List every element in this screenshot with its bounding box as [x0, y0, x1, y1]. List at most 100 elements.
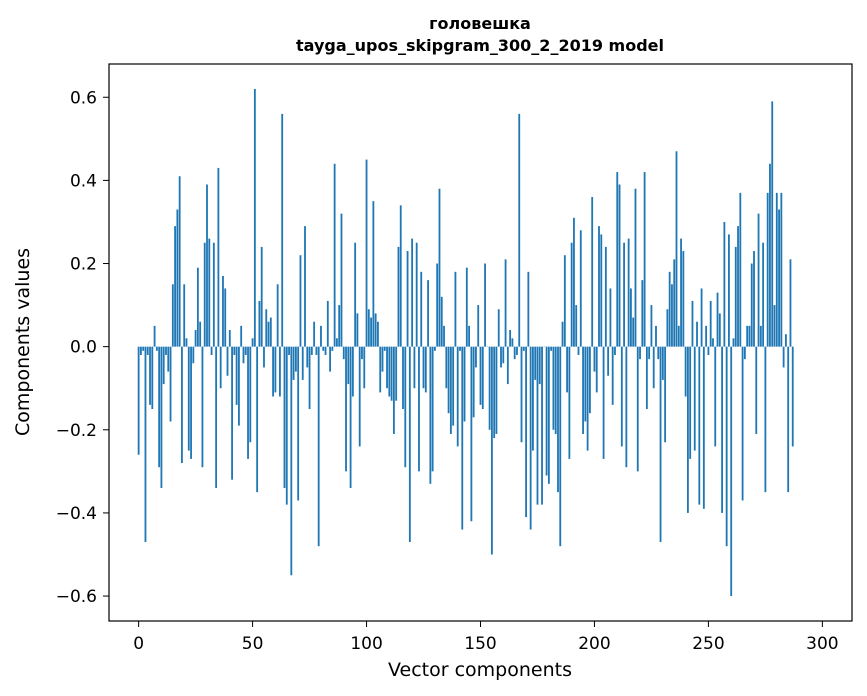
bar — [550, 346, 553, 351]
bar — [158, 346, 161, 468]
bar — [712, 338, 714, 347]
bar — [299, 255, 302, 347]
bar — [691, 300, 694, 347]
bar — [771, 101, 774, 347]
bar — [249, 346, 252, 443]
bar — [525, 346, 527, 518]
bar — [201, 346, 204, 468]
bar — [789, 259, 792, 347]
plot-frame — [108, 63, 853, 622]
bar — [443, 325, 445, 347]
bar — [586, 346, 589, 451]
bar — [702, 346, 705, 509]
bar — [231, 346, 233, 480]
bar — [140, 346, 142, 355]
bar — [484, 263, 486, 347]
bar — [390, 346, 393, 401]
bar — [338, 305, 341, 347]
bar — [240, 325, 243, 347]
bar — [408, 346, 411, 543]
bar — [192, 346, 195, 364]
bar — [652, 346, 655, 389]
bar — [356, 313, 359, 347]
bar — [235, 346, 238, 405]
bar — [392, 346, 395, 434]
bar — [650, 305, 653, 347]
bar — [527, 271, 530, 347]
bar — [584, 346, 587, 422]
bar — [734, 246, 737, 347]
bar — [764, 346, 767, 493]
bar — [500, 346, 502, 368]
bar — [461, 346, 464, 530]
bar — [324, 346, 327, 355]
bar — [700, 288, 703, 347]
bar — [320, 325, 322, 347]
bar — [545, 346, 548, 476]
bar — [452, 346, 455, 426]
bar — [465, 267, 468, 347]
bar — [383, 346, 386, 351]
bar — [753, 251, 755, 347]
bar — [604, 246, 607, 347]
bar — [233, 346, 236, 355]
bar — [194, 330, 197, 347]
y-tick-label: 0.0 — [70, 338, 97, 358]
bar — [630, 288, 632, 347]
bar — [427, 280, 429, 347]
bar — [210, 346, 213, 355]
bar — [206, 184, 208, 347]
bar — [595, 346, 598, 393]
bar — [591, 197, 594, 347]
bar — [304, 226, 306, 347]
bar — [632, 317, 635, 347]
bar — [627, 238, 630, 347]
bar — [301, 346, 304, 380]
bar — [536, 346, 539, 505]
bar — [641, 280, 644, 347]
bar — [730, 346, 733, 597]
bar — [422, 346, 425, 389]
bar — [372, 201, 375, 347]
bar — [598, 226, 600, 347]
bar — [657, 346, 660, 360]
bar — [784, 334, 787, 347]
bar — [775, 192, 778, 347]
bar-series — [137, 88, 794, 597]
bar — [714, 346, 717, 447]
bar — [593, 346, 596, 372]
bar — [636, 346, 639, 472]
bar — [557, 346, 559, 493]
bar — [162, 346, 165, 385]
bar — [682, 251, 685, 347]
bar — [741, 346, 744, 501]
bar — [449, 346, 452, 434]
bar — [260, 246, 263, 347]
bar — [698, 346, 701, 505]
y-axis-ticks: −0.6 −0.4 −0.2 0.0 0.2 0.4 0.6 — [56, 88, 109, 607]
bar — [513, 346, 516, 360]
bar — [520, 346, 523, 443]
x-tick-label: 250 — [692, 634, 724, 654]
bar — [643, 172, 646, 347]
bar — [618, 184, 621, 347]
bar — [142, 346, 145, 351]
y-axis-label: Components values — [12, 248, 34, 436]
bar — [144, 346, 147, 543]
bar — [718, 313, 721, 347]
bar — [645, 346, 648, 410]
bar — [228, 330, 231, 347]
bar — [169, 346, 172, 422]
bar — [573, 217, 575, 347]
bar — [406, 251, 409, 347]
bar — [251, 338, 254, 347]
bar — [668, 271, 671, 347]
bar — [575, 305, 578, 347]
bar — [272, 346, 275, 397]
bar — [680, 238, 682, 347]
bar — [434, 346, 436, 351]
bar — [600, 234, 603, 347]
chart-title-line1: головешка — [429, 14, 531, 33]
bar — [354, 242, 357, 347]
